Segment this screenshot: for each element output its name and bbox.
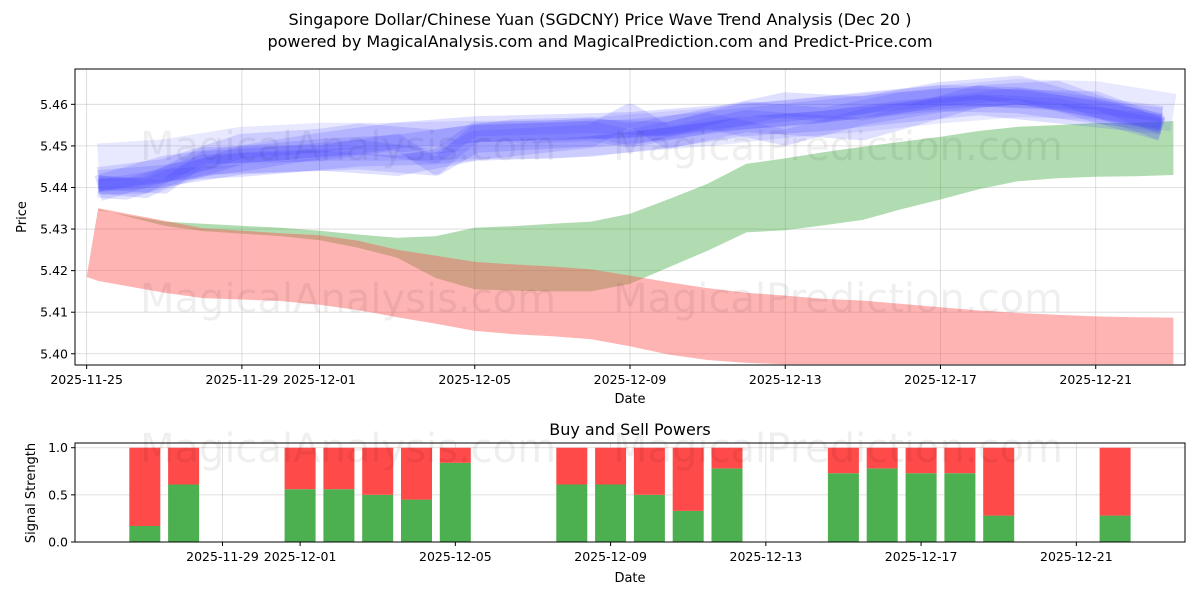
signal-x-tick-label: 2025-12-17 (885, 549, 958, 564)
watermark-analysis-bottom: MagicalAnalysis.com (140, 426, 556, 472)
price-y-tick-label: 5.45 (40, 138, 68, 153)
price-x-tick-label: 2025-12-09 (594, 372, 667, 387)
green-band (86, 121, 1174, 292)
price-y-tick-label: 5.43 (40, 222, 68, 237)
buy-power-bar (1099, 515, 1131, 542)
price-y-tick-label: 5.46 (40, 97, 68, 112)
sell-power-bar (595, 447, 627, 485)
price-y-tick-label: 5.44 (40, 180, 68, 195)
sell-power-bar (401, 447, 432, 500)
buy-power-bar (284, 489, 316, 542)
signal-y-axis-label: Signal Strength (24, 443, 39, 543)
buy-power-bar (362, 494, 394, 542)
chart-title-line1: Singapore Dollar/Chinese Yuan (SGDCNY) P… (288, 10, 911, 29)
sell-power-bar (866, 447, 898, 469)
watermark-prediction-bottom: MagicalPrediction.com (613, 426, 1063, 472)
price-y-tick-label: 5.41 (40, 305, 68, 320)
sell-power-bar (944, 447, 976, 474)
signal-x-tick-label: 2025-12-09 (574, 549, 647, 564)
red-band (86, 208, 1174, 365)
signal-y-tick-label: 1.0 (48, 440, 68, 455)
sell-power-bar (439, 447, 471, 463)
sell-power-bar (827, 447, 859, 474)
blue-wave-path (97, 85, 1163, 194)
watermark-prediction-top: MagicalPrediction.com (613, 124, 1063, 170)
sell-power-bar (323, 447, 355, 490)
price-x-axis-label: Date (614, 392, 645, 407)
blue-wave-path (96, 75, 1166, 192)
blue-wave-path (97, 94, 1163, 192)
blue-wave-path (97, 87, 1165, 199)
blue-wave-path (98, 88, 1164, 195)
price-wave-paths (94, 75, 1177, 201)
price-bands (86, 121, 1174, 365)
price-x-tick-label: 2025-11-25 (50, 372, 123, 387)
signal-chart-title: Buy and Sell Powers (549, 420, 711, 439)
buy-power-bar (711, 468, 743, 542)
blue-wave-path (97, 80, 1166, 193)
price-x-tick-label: 2025-11-29 (206, 372, 279, 387)
sell-power-bar (284, 447, 316, 490)
buy-power-bar (168, 484, 200, 542)
signal-x-axis-label: Date (614, 571, 645, 586)
price-x-ticks: 2025-11-25 2025-11-29 2025-12-01 2025-12-05… (50, 365, 1132, 387)
price-y-tick-label: 5.42 (40, 263, 68, 278)
buy-power-bar (439, 462, 471, 542)
signal-x-tick-label: 2025-12-13 (730, 549, 803, 564)
sell-power-bar (168, 447, 200, 485)
sell-power-bar (1099, 447, 1131, 516)
price-y-tick-label: 5.40 (40, 346, 68, 361)
sell-power-bar (983, 447, 1015, 516)
signal-y-ticks: 0.0 0.5 1.0 (48, 440, 75, 550)
sell-power-bar (129, 447, 161, 526)
signal-x-tick-label: 2025-11-29 (186, 549, 259, 564)
buy-power-bar (905, 473, 937, 542)
signal-y-tick-label: 0.5 (48, 487, 68, 502)
sell-power-bar (633, 447, 665, 495)
buy-power-bar (827, 473, 859, 542)
price-x-tick-label: 2025-12-01 (283, 372, 356, 387)
signal-y-tick-label: 0.0 (48, 535, 68, 550)
sell-power-bar (672, 447, 704, 511)
buy-power-bar (633, 494, 665, 542)
price-x-tick-label: 2025-12-21 (1059, 372, 1132, 387)
watermark-prediction-mid: MagicalPrediction.com (613, 276, 1063, 322)
signal-chart: Buy and Sell Powers MagicalAnalysis.com … (24, 420, 1186, 586)
sell-power-bar (905, 447, 937, 474)
sell-power-bar (711, 447, 743, 469)
price-x-tick-label: 2025-12-13 (749, 372, 822, 387)
buy-power-bar (983, 515, 1015, 542)
buy-power-bar (129, 526, 161, 542)
watermark-analysis-top: MagicalAnalysis.com (140, 124, 556, 170)
watermark-analysis-mid: MagicalAnalysis.com (140, 276, 556, 322)
buy-power-bar (401, 499, 432, 542)
buy-power-bar (323, 489, 355, 542)
signal-x-tick-label: 2025-12-05 (419, 549, 492, 564)
signal-x-tick-label: 2025-12-01 (264, 549, 337, 564)
chart-title-line2: powered by MagicalAnalysis.com and Magic… (267, 32, 932, 51)
price-y-axis-label: Price (15, 201, 30, 233)
price-x-tick-label: 2025-12-05 (438, 372, 511, 387)
signal-plot-frame (74, 442, 1186, 543)
buy-power-bar (866, 468, 898, 542)
price-x-tick-label: 2025-12-17 (904, 372, 977, 387)
buy-power-bar (556, 484, 588, 542)
sell-power-bar (362, 447, 394, 495)
price-chart: MagicalAnalysis.com MagicalPrediction.co… (15, 68, 1186, 407)
price-y-ticks: 5.40 5.41 5.42 5.43 5.44 5.45 5.46 (40, 97, 75, 361)
price-grid (75, 69, 1185, 365)
buy-power-bar (672, 510, 704, 542)
buy-power-bar (944, 473, 976, 542)
signal-bars (129, 447, 1131, 542)
blue-wave-path (97, 95, 1163, 200)
signal-x-ticks: 2025-11-29 2025-12-01 2025-12-05 2025-12-09… (186, 542, 1113, 564)
blue-wave-wide (97, 79, 1177, 182)
buy-power-bar (595, 484, 627, 542)
blue-wave-path (94, 85, 1164, 201)
signal-x-tick-label: 2025-12-21 (1040, 549, 1113, 564)
sell-power-bar (556, 447, 588, 485)
